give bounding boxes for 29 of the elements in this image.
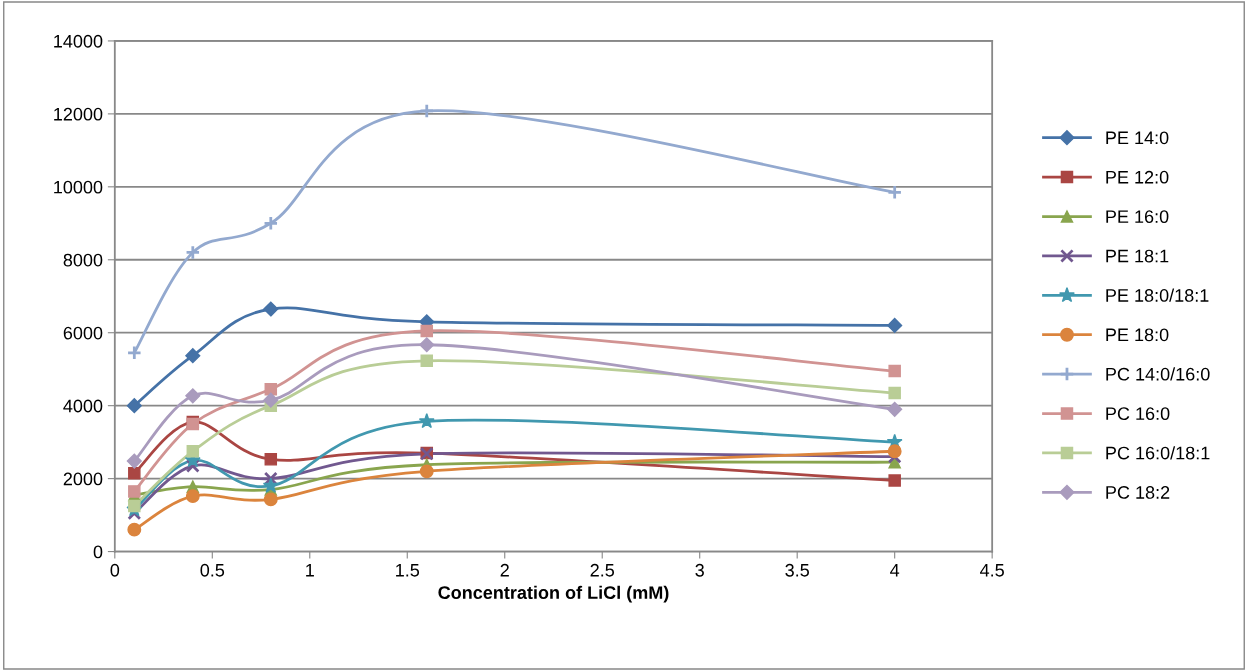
x-tick-label: 3.5	[785, 563, 809, 577]
x-tick-label: 0.5	[200, 563, 225, 577]
y-tick-label: 6000	[63, 326, 103, 340]
y-tick-label: 0	[93, 545, 103, 559]
y-tick-label: 8000	[63, 253, 103, 267]
legend-label: PE 12:0	[1106, 170, 1169, 184]
x-tick-label: 4.5	[980, 564, 1004, 577]
x-tick-label: 2.5	[590, 563, 615, 577]
y-tick-label: 14000	[54, 34, 103, 48]
y-tick-label: 4000	[63, 399, 103, 413]
x-tick-label: 1	[306, 564, 314, 577]
x-tick-label: 1.5	[396, 564, 420, 577]
y-tick-label: 2000	[63, 472, 103, 486]
x-tick-label: 3	[695, 563, 704, 577]
x-tick-label: 4	[890, 564, 900, 577]
x-tick-label: 2	[500, 563, 509, 577]
legend-label: PE 18:1	[1106, 249, 1169, 263]
x-tick-label: 0	[110, 563, 120, 577]
y-tick-label: 12000	[54, 107, 103, 121]
legend-label: PE 16:0	[1106, 210, 1169, 224]
legend-label: PE 18:0/18:1	[1106, 288, 1209, 302]
legend-label: PC 14:0/16:0	[1106, 367, 1210, 381]
legend-label: PC 16:0	[1106, 407, 1170, 421]
x-axis-title: Concentration of LiCl (mM)	[438, 585, 669, 603]
legend-label: PE 14:0	[1106, 131, 1169, 145]
legend-label: PE 18:0	[1106, 328, 1169, 342]
legend-label: PC 16:0/18:1	[1106, 446, 1210, 460]
y-tick-label: 10000	[54, 180, 103, 194]
legend-label: PC 18:2	[1106, 486, 1170, 499]
